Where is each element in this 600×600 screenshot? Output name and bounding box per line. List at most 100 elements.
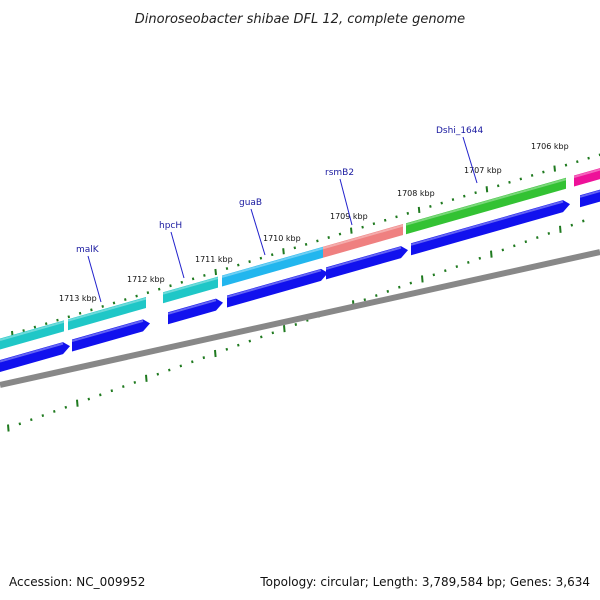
inner-minor-tick — [122, 385, 125, 389]
gene-magenta-edge-highlight — [573, 168, 600, 178]
outer-minor-tick — [406, 211, 410, 215]
outer-major-tick — [350, 227, 353, 234]
arrow-blue-5 — [326, 246, 408, 280]
outer-minor-tick — [44, 322, 48, 326]
inner-major-tick — [490, 250, 493, 258]
outer-minor-tick — [372, 222, 376, 226]
outer-minor-tick — [124, 298, 127, 301]
inner-minor-tick — [133, 381, 137, 384]
inner-minor-tick — [536, 236, 539, 240]
inner-minor-tick — [570, 223, 574, 227]
inner-minor-tick — [363, 298, 367, 302]
gene-label-leaders — [87, 136, 478, 303]
outer-minor-tick — [338, 232, 342, 236]
kbp-labels: 1713 kbp 1712 kbp 1711 kbp 1710 kbp 1709… — [59, 142, 569, 303]
outer-minor-tick — [530, 174, 534, 177]
outer-minor-tick — [304, 242, 308, 246]
inner-minor-tick — [386, 289, 390, 293]
inner-minor-tick — [202, 356, 206, 360]
outer-minor-tick — [169, 284, 172, 288]
outer-minor-tick — [519, 177, 523, 181]
outer-minor-tick — [463, 194, 466, 198]
gene-teal-hpch — [163, 276, 218, 304]
outer-minor-tick — [112, 301, 116, 305]
outer-major-tick — [214, 268, 217, 276]
inner-minor-tick — [225, 347, 229, 351]
arrow-blue-3-highlight — [167, 299, 217, 315]
inner-minor-tick — [444, 269, 447, 273]
arrow-blue-7 — [580, 189, 600, 208]
outer-major-tick — [417, 206, 421, 214]
outer-minor-tick — [293, 246, 297, 250]
inner-minor-tick — [237, 343, 240, 347]
inner-minor-tick — [398, 285, 401, 289]
kbp-label-1706: 1706 kbp — [531, 142, 569, 151]
inner-minor-tick — [191, 360, 194, 364]
outer-minor-tick — [33, 325, 37, 329]
inner-minor-tick — [168, 368, 171, 372]
inner-major-tick — [145, 374, 148, 382]
outer-minor-tick — [270, 253, 274, 257]
inner-minor-tick — [582, 219, 585, 223]
kbp-label-1712: 1712 kbp — [127, 275, 165, 284]
outer-minor-tick — [56, 318, 59, 322]
inner-minor-tick — [53, 409, 56, 413]
gene-sky-guab — [222, 246, 323, 287]
leader-line-hpch — [170, 231, 185, 279]
outer-minor-tick — [135, 294, 138, 298]
inner-minor-tick — [64, 405, 68, 409]
inner-major-tick — [283, 325, 286, 333]
inner-minor-tick — [294, 323, 298, 326]
arrow-blue-1 — [0, 342, 70, 372]
inner-minor-tick — [467, 260, 470, 264]
outer-minor-tick — [90, 308, 93, 312]
arrow-blue-4 — [227, 268, 328, 308]
arrow-blue-2 — [72, 319, 150, 352]
kbp-label-1710: 1710 kbp — [263, 234, 301, 243]
outer-minor-tick — [474, 191, 477, 195]
leader-line-guab — [250, 208, 266, 256]
outer-minor-tick — [225, 267, 229, 270]
gene-teal-1 — [0, 320, 64, 350]
arrow-blue-2-highlight — [71, 319, 144, 343]
gene-sky-guab-highlight — [221, 247, 324, 278]
inner-minor-tick — [501, 248, 505, 252]
forward-strand-genes — [0, 168, 600, 350]
reverse-strand-genes — [0, 189, 600, 372]
gene-label-hpch: hpcH — [159, 221, 182, 231]
outer-minor-tick — [383, 218, 387, 222]
inner-minor-tick — [110, 389, 114, 393]
gene-green-dshi-1644 — [406, 177, 566, 235]
outer-minor-tick — [203, 273, 206, 277]
inner-minor-tick — [409, 281, 413, 285]
inner-major-tick — [421, 275, 424, 283]
kbp-label-1713: 1713 kbp — [59, 294, 97, 303]
kbp-label-1707: 1707 kbp — [464, 166, 502, 175]
genome-summary-text: Topology: circular; Length: 3,789,584 bp… — [259, 575, 590, 589]
gene-teal-1-highlight — [0, 320, 65, 341]
inner-minor-tick — [432, 273, 436, 277]
outer-minor-tick — [259, 256, 263, 260]
kbp-label-1708: 1708 kbp — [397, 189, 435, 198]
outer-minor-tick — [327, 236, 330, 239]
arrow-blue-7-highlight — [579, 190, 600, 198]
accession-text: Accession: NC_009952 — [9, 575, 145, 589]
gene-magenta-edge — [574, 168, 600, 187]
outer-minor-tick — [248, 260, 251, 264]
inner-major-tick — [7, 424, 10, 432]
outer-minor-tick — [316, 239, 319, 243]
arrow-blue-6-highlight — [410, 200, 564, 246]
arrow-blue-6 — [411, 200, 570, 256]
inner-minor-tick — [455, 265, 459, 268]
kbp-label-1709: 1709 kbp — [330, 212, 368, 221]
inner-minor-tick — [524, 240, 528, 244]
arrow-blue-4-highlight — [226, 269, 322, 298]
inner-minor-tick — [547, 231, 551, 235]
outer-minor-tick — [451, 198, 455, 202]
inner-minor-tick — [375, 294, 378, 297]
outer-minor-tick — [22, 329, 25, 332]
inner-minor-tick — [156, 372, 160, 376]
gene-label-guab: guaB — [239, 198, 262, 208]
outer-minor-tick — [576, 160, 579, 164]
